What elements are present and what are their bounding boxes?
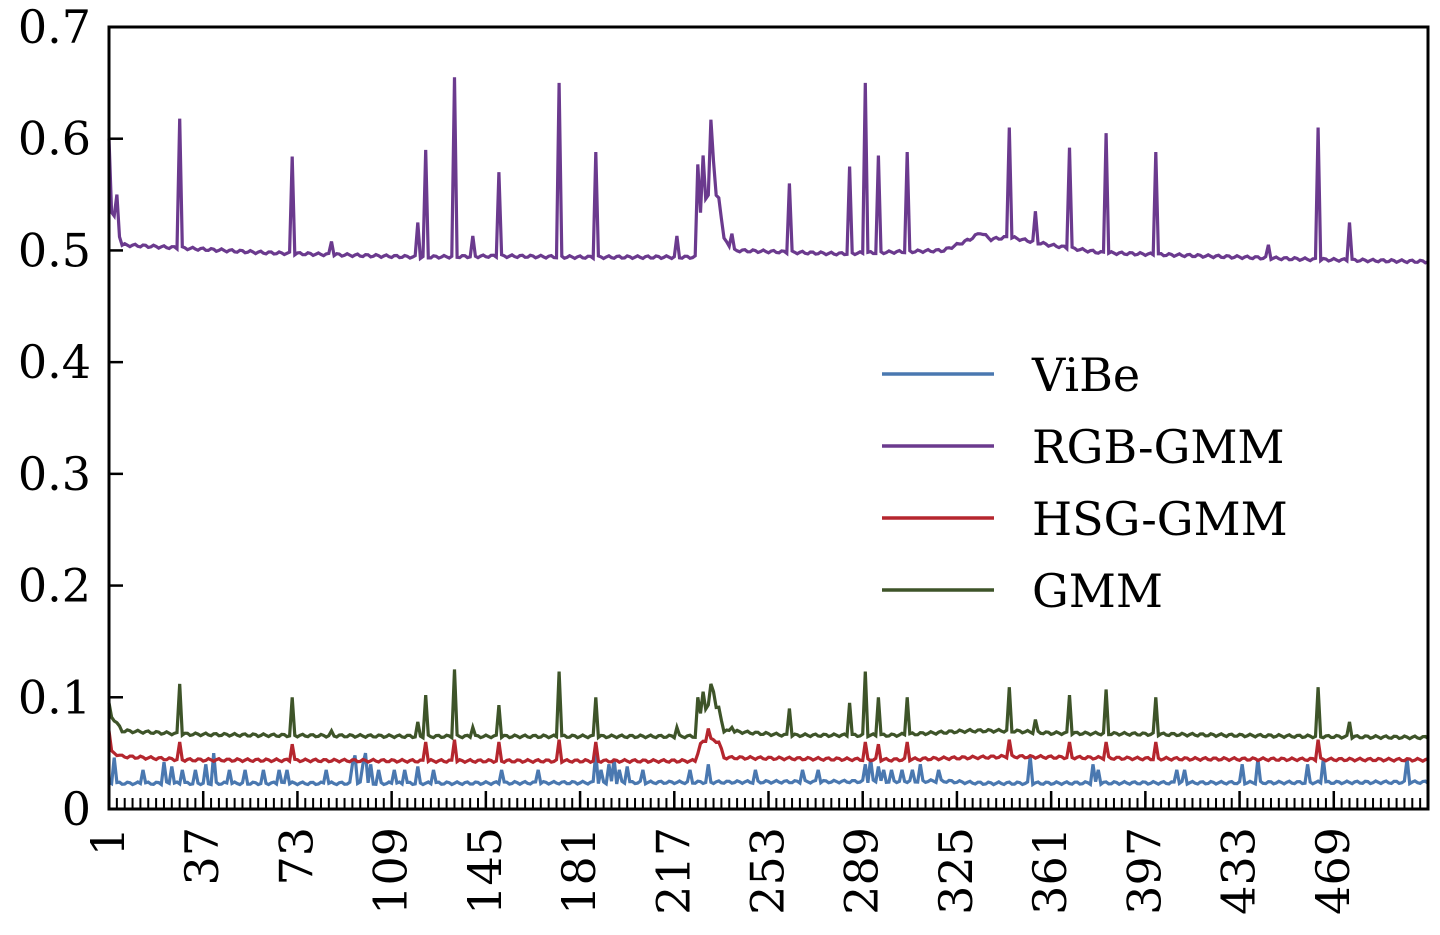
x-tick-label: 361 (1023, 827, 1077, 915)
y-tick-label: 0.7 (18, 0, 91, 54)
axis-layer: 0 0.1 0.2 0.3 0.4 0.5 0.6 0.7 1 37 73 109 145 181 217 2… (18, 0, 1429, 915)
series-line-rgb-gmm (107, 77, 1429, 265)
y-tick-label: 0.2 (18, 559, 91, 613)
y-tick-label: 0 (62, 782, 91, 836)
x-tick-label: 289 (835, 827, 889, 915)
series-line-vibe (108, 752, 1429, 788)
series-line-gmm (107, 669, 1429, 741)
x-tick-label: 397 (1117, 827, 1171, 915)
x-tick-label: 145 (458, 827, 512, 915)
x-tick-label: 181 (552, 827, 606, 915)
series-layer (107, 77, 1429, 788)
y-tick-label: 0.6 (18, 112, 91, 166)
legend-label: RGB-GMM (1032, 420, 1285, 474)
legend: ViBe RGB-GMM HSG-GMM GMM (882, 348, 1288, 618)
x-tick-label: 253 (741, 827, 795, 915)
x-tick-label: 1 (81, 827, 135, 856)
legend-label: GMM (1032, 564, 1163, 618)
x-tick-label: 37 (175, 827, 229, 886)
x-tick-label: 325 (929, 827, 983, 915)
x-tick-label: 217 (646, 827, 700, 915)
plot-frame (107, 25, 1430, 811)
y-tick-label: 0.1 (18, 670, 91, 724)
x-tick-label: 73 (269, 827, 323, 886)
y-tick-label: 0.5 (18, 223, 91, 277)
y-tick-label: 0.3 (18, 447, 91, 501)
series-line-hsg-gmm (107, 728, 1429, 765)
x-tick-label: 433 (1212, 827, 1266, 915)
x-tick-label: 109 (364, 827, 418, 915)
legend-label: HSG-GMM (1032, 492, 1288, 546)
legend-label: ViBe (1031, 348, 1140, 402)
y-tick-label: 0.4 (18, 335, 91, 389)
x-tick-label: 469 (1306, 827, 1360, 915)
